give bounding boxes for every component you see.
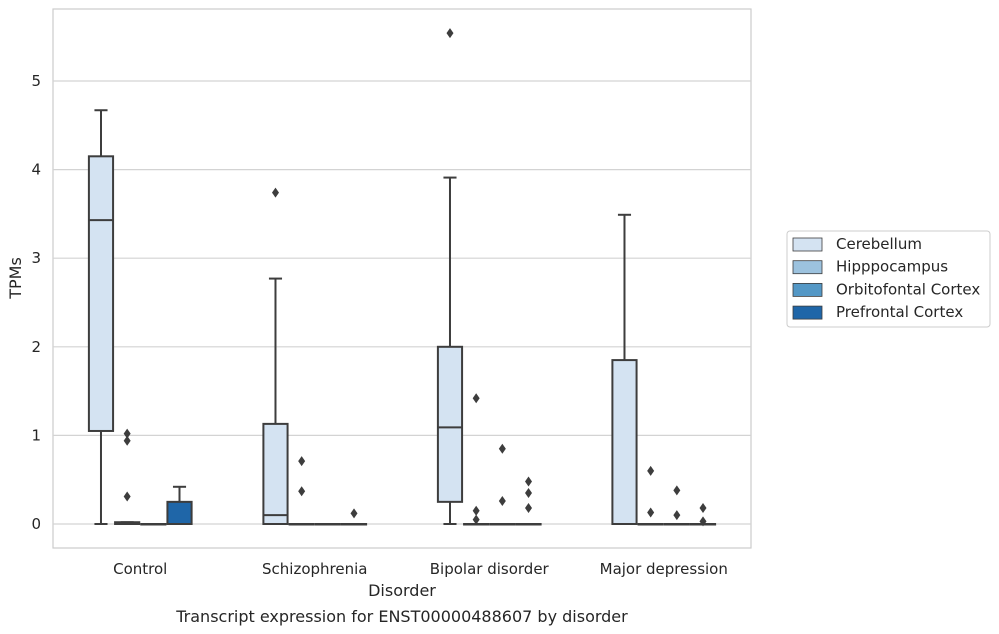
outlier-point	[498, 495, 506, 506]
iqr-box	[262, 422, 289, 525]
box-2-3	[663, 485, 690, 526]
outlier-point	[673, 510, 681, 521]
iqr-box	[166, 500, 193, 526]
iqr-box	[436, 345, 464, 503]
outlier-point	[298, 486, 306, 497]
outlier-point	[350, 508, 358, 519]
box-1-0	[114, 428, 141, 526]
x-axis-label: Disorder	[368, 581, 436, 600]
box-2-0	[140, 523, 167, 526]
legend-swatch	[792, 282, 823, 297]
legend-label: Cerebellum	[836, 235, 922, 253]
box-1-1	[288, 456, 315, 526]
y-tick-label: 1	[31, 426, 41, 444]
y-tick-label: 3	[31, 249, 41, 267]
outlier-point	[123, 491, 131, 502]
boxes	[87, 28, 717, 527]
box-0-2	[436, 28, 464, 525]
outlier-point	[271, 187, 279, 198]
legend-label: Hipppocampus	[836, 258, 948, 276]
chart-title: Transcript expression for ENST0000048860…	[175, 607, 628, 626]
y-tick-label: 0	[31, 515, 41, 533]
box-1-2	[463, 393, 490, 526]
plot-area	[52, 8, 752, 549]
box-2-1	[314, 523, 341, 526]
outlier-point	[525, 487, 533, 498]
box-1-3	[637, 465, 664, 526]
x-tick-label: Schizophrenia	[262, 560, 367, 578]
x-tick-label: Control	[113, 560, 167, 578]
x-tick-labels: Control Schizophrenia Bipolar disorder Majo…	[113, 560, 728, 578]
outlier-point	[647, 507, 655, 518]
outlier-point	[673, 485, 681, 496]
legend-swatch	[792, 305, 823, 320]
outlier-point	[525, 503, 533, 514]
iqr-box	[87, 155, 115, 432]
box-2-2	[489, 443, 516, 526]
box-0-0	[87, 109, 115, 525]
box-3-3	[689, 503, 717, 527]
legend-swatch	[792, 237, 823, 252]
y-tick-label: 4	[31, 161, 41, 179]
y-tick-labels: 0 1 2 3 4 5	[31, 72, 41, 533]
box-3-1	[340, 508, 368, 526]
outlier-point	[525, 476, 533, 487]
legend-frame	[786, 230, 991, 328]
outlier-point	[647, 465, 655, 476]
outlier-point	[446, 28, 454, 39]
outlier-point	[472, 505, 480, 516]
box-0-3	[611, 213, 638, 525]
outlier-point	[472, 514, 480, 525]
legend: Cerebellum Hipppocampus Orbitofontal Corte…	[786, 230, 991, 328]
outlier-point	[123, 428, 131, 439]
outlier-point	[699, 516, 707, 527]
outlier-point	[472, 393, 480, 404]
outlier-point	[498, 443, 506, 454]
y-tick-label: 5	[31, 72, 41, 90]
box-3-0	[166, 485, 193, 526]
x-tick-label: Bipolar disorder	[430, 560, 550, 578]
box-3-2	[515, 476, 542, 526]
legend-label: Orbitofontal Cortex	[836, 280, 980, 298]
outlier-point	[699, 503, 707, 514]
y-tick-label: 2	[31, 338, 41, 356]
outlier-point	[298, 456, 306, 467]
box-0-1	[262, 187, 289, 525]
iqr-box	[611, 359, 638, 525]
legend-label: Prefrontal Cortex	[836, 303, 963, 321]
outlier-point	[123, 435, 131, 446]
legend-swatch	[792, 260, 823, 275]
y-axis-label: TPMs	[6, 257, 25, 300]
x-tick-label: Major depression	[600, 560, 728, 578]
